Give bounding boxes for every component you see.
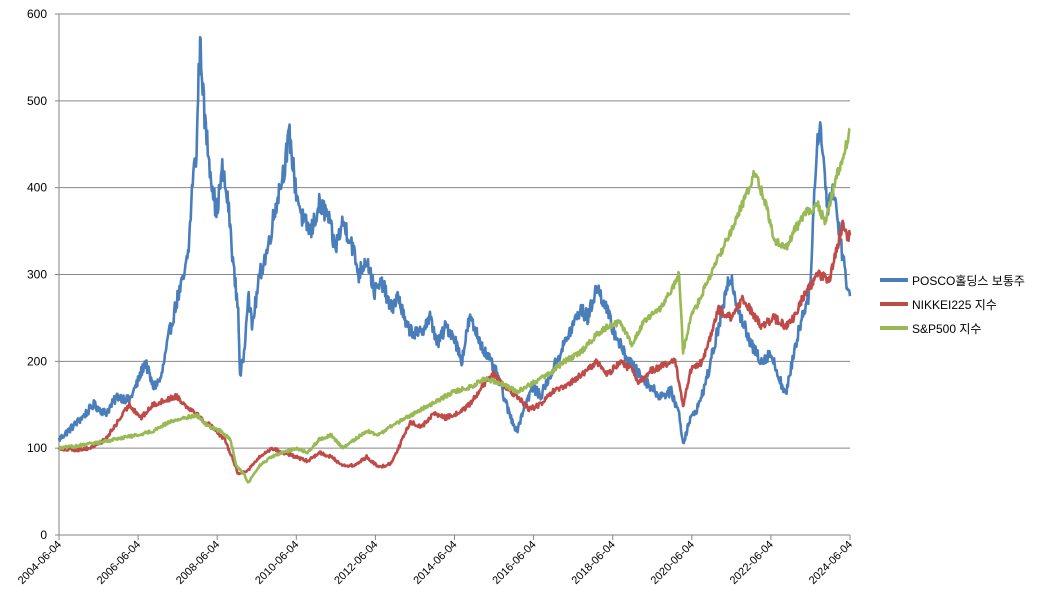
series-line-0	[57, 35, 852, 445]
series-lines	[57, 35, 852, 484]
y-tick-label-6: 600	[27, 7, 47, 21]
x-tick-label-2: 2008-06-04	[174, 539, 222, 587]
x-axis: 2004-06-04 2006-06-04 2008-06-04 2010-06-04…	[16, 534, 855, 587]
series-line-1	[57, 219, 852, 476]
legend-swatch-nikkei	[880, 302, 908, 306]
x-tick-label-1: 2006-06-04	[95, 539, 143, 587]
x-tick-label-4: 2012-06-04	[332, 539, 380, 587]
series-line-2	[58, 127, 851, 484]
x-tick-label-10: 2024-06-04	[807, 539, 855, 587]
legend-swatch-sp500	[880, 326, 908, 330]
y-axis: 0 100 200 300 400 500 600	[27, 7, 60, 542]
x-tick-label-3: 2010-06-04	[253, 539, 301, 587]
y-tick-label-5: 500	[27, 94, 47, 108]
legend: POSCO홀딩스 보통주 NIKKEI225 지수 S&P500 지수	[880, 268, 1025, 340]
x-tick-label-5: 2014-06-04	[411, 539, 459, 587]
legend-item-sp500: S&P500 지수	[880, 316, 1025, 340]
y-tick-label-0: 0	[40, 528, 47, 542]
x-tick-label-0: 2004-06-04	[16, 539, 64, 587]
y-tick-label-1: 100	[27, 441, 47, 455]
x-tick-label-7: 2018-06-04	[570, 539, 618, 587]
y-tick-label-2: 200	[27, 354, 47, 368]
legend-item-nikkei: NIKKEI225 지수	[880, 292, 1025, 316]
y-tick-label-3: 300	[27, 268, 47, 282]
y-tick-label-4: 400	[27, 181, 47, 195]
legend-label-posco: POSCO홀딩스 보통주	[912, 273, 1025, 288]
legend-item-posco: POSCO홀딩스 보통주	[880, 268, 1025, 292]
x-tick-label-6: 2016-06-04	[490, 539, 538, 587]
legend-label-nikkei: NIKKEI225 지수	[912, 297, 997, 312]
x-tick-label-9: 2022-06-04	[728, 539, 776, 587]
x-tick-label-8: 2020-06-04	[649, 539, 697, 587]
legend-label-sp500: S&P500 지수	[912, 321, 982, 336]
legend-swatch-posco	[880, 278, 908, 282]
